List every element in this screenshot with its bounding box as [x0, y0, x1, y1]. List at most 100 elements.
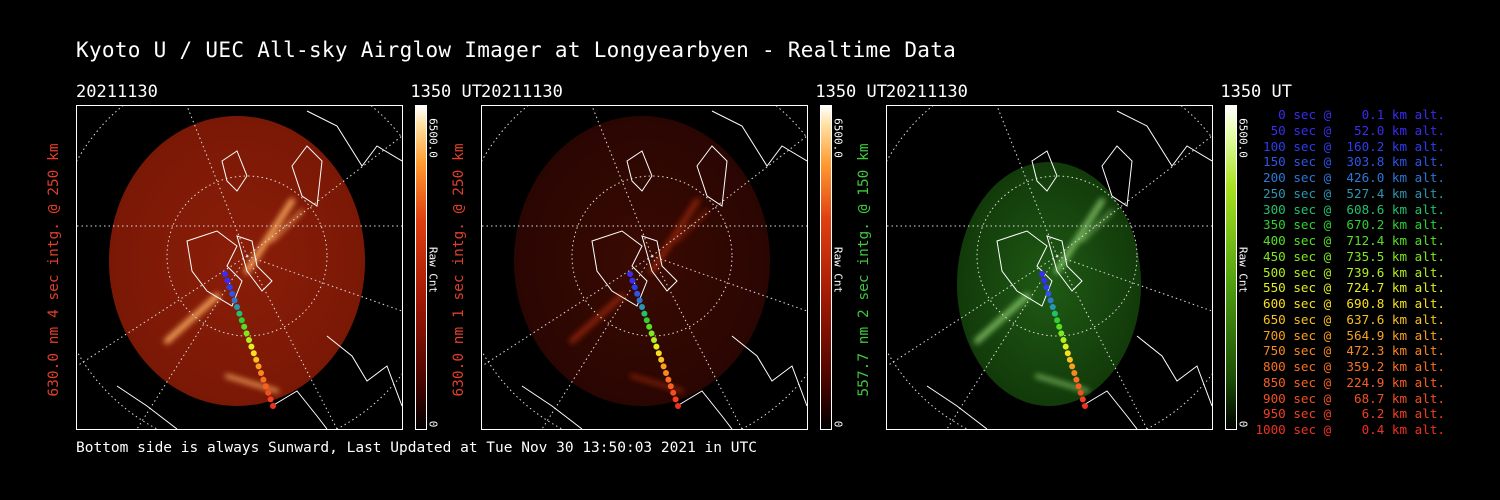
- legend-entry: 450 sec @ 735.5 km alt.: [1255, 248, 1445, 264]
- trajectory-point: [222, 271, 228, 277]
- trajectory-point: [1079, 396, 1086, 403]
- coastlines: [926, 110, 1212, 429]
- trajectory-point: [1071, 370, 1078, 376]
- trajectory-point: [1060, 337, 1067, 343]
- trajectory-point: [236, 310, 243, 317]
- trajectory-point: [265, 389, 272, 396]
- trajectory-point: [234, 304, 240, 310]
- grid-lines: [77, 106, 402, 429]
- trajectory-point: [1073, 376, 1080, 383]
- trajectory-point: [655, 350, 662, 357]
- legend-entry: 550 sec @ 724.7 km alt.: [1255, 280, 1445, 296]
- legend-entry: 200 sec @ 426.0 km alt.: [1255, 170, 1445, 185]
- trajectory-point: [231, 297, 238, 304]
- legend-entry: 850 sec @ 224.9 km alt.: [1255, 374, 1445, 390]
- legend-entry: 950 sec @ 6.2 km alt.: [1255, 406, 1445, 422]
- rocket-trajectory: [222, 271, 276, 409]
- trajectory-point: [238, 317, 245, 324]
- trajectory-point: [248, 343, 255, 350]
- legend-entry: 300 sec @ 608.6 km alt.: [1255, 201, 1445, 217]
- trajectory-point: [653, 343, 660, 350]
- trajectory-point: [1077, 389, 1084, 396]
- legend-entry: 400 sec @ 712.4 km alt.: [1255, 233, 1445, 248]
- trajectory-point: [667, 383, 674, 390]
- trajectory-legend: 0 sec @ 0.1 km alt. 50 sec @ 52.0 km alt…: [1255, 107, 1445, 438]
- trajectory-point: [641, 310, 648, 317]
- trajectory-point: [663, 370, 669, 376]
- trajectory-point: [226, 284, 233, 291]
- trajectory-point: [1054, 317, 1061, 324]
- trajectory-point: [241, 323, 248, 330]
- trajectory-point: [665, 376, 672, 383]
- trajectory-point: [250, 350, 257, 357]
- allsky-image[interactable]: [886, 105, 1213, 430]
- trajectory-point: [658, 356, 665, 363]
- trajectory-point: [1075, 383, 1082, 390]
- grid-lines: [887, 106, 1212, 429]
- trajectory-point: [1062, 343, 1069, 350]
- colorbar: [415, 105, 427, 430]
- trajectory-point: [243, 330, 250, 337]
- legend-entry: 100 sec @ 160.2 km alt.: [1255, 138, 1445, 154]
- legend-entry: 0 sec @ 0.1 km alt.: [1255, 107, 1445, 122]
- grid-lines: [482, 106, 807, 429]
- update-footer: Bottom side is always Sunward, Last Upda…: [76, 440, 757, 456]
- legend-entry: 350 sec @ 670.2 km alt.: [1255, 217, 1445, 233]
- legend-entry: 900 sec @ 68.7 km alt.: [1255, 390, 1445, 406]
- legend-entry: 700 sec @ 564.9 km alt.: [1255, 327, 1445, 343]
- colorbar: [1225, 105, 1237, 430]
- panel-date: 20211130: [76, 82, 158, 102]
- trajectory-point: [1056, 323, 1063, 330]
- trajectory-point: [267, 396, 274, 403]
- trajectory-point: [1047, 297, 1054, 304]
- legend-entry: 800 sec @ 359.2 km alt.: [1255, 359, 1445, 374]
- trajectory-point: [1064, 350, 1071, 357]
- allsky-image[interactable]: [481, 105, 808, 430]
- trajectory-point: [672, 396, 679, 403]
- trajectory-point: [636, 297, 643, 304]
- imager-panel-3: 20211130 1350 UT 557.7 nm 2 sec intg. @ …: [856, 80, 1306, 430]
- imager-panel-2: 20211130 1350 UT 630.0 nm 1 sec intg. @ …: [451, 80, 901, 430]
- allsky-image[interactable]: [76, 105, 403, 430]
- legend-entry: 50 sec @ 52.0 km alt.: [1255, 122, 1445, 138]
- legend-entry: 600 sec @ 690.8 km alt.: [1255, 296, 1445, 311]
- trajectory-point: [255, 363, 262, 370]
- trajectory-point: [631, 284, 638, 291]
- trajectory-point: [629, 277, 636, 284]
- trajectory-point: [634, 290, 641, 297]
- coastlines: [521, 110, 807, 429]
- trajectory-point: [627, 271, 633, 277]
- trajectory-point: [1066, 356, 1073, 363]
- trajectory-point: [1043, 284, 1050, 291]
- trajectory-point: [643, 317, 650, 324]
- trajectory-point: [1045, 290, 1052, 297]
- trajectory-point: [1041, 277, 1048, 284]
- sky-disk: [957, 162, 1141, 406]
- imager-panel-1: 20211130 1350 UT 630.0 nm 4 sec intg. @ …: [46, 80, 496, 430]
- colorbar: [820, 105, 832, 430]
- trajectory-point: [258, 370, 264, 376]
- panel-time: 1350 UT: [815, 82, 887, 102]
- trajectory-point: [1049, 304, 1056, 310]
- trajectory-point: [670, 389, 677, 396]
- trajectory-point: [229, 290, 236, 297]
- trajectory-point: [224, 277, 231, 284]
- trajectory-point: [1069, 363, 1076, 370]
- trajectory-point: [1058, 330, 1065, 337]
- legend-entry: 650 sec @ 637.6 km alt.: [1255, 311, 1445, 327]
- trajectory-point: [651, 337, 657, 343]
- trajectory-point: [646, 323, 653, 330]
- trajectory-point: [1039, 271, 1045, 277]
- legend-entry: 1000 sec @ 0.4 km alt.: [1255, 422, 1445, 437]
- rocket-trajectory: [627, 271, 681, 409]
- legend-entry: 500 sec @ 739.6 km alt.: [1255, 264, 1445, 280]
- panel-time: 1350 UT: [410, 82, 482, 102]
- legend-entry: 750 sec @ 472.3 km alt.: [1255, 343, 1445, 359]
- trajectory-point: [648, 330, 655, 337]
- page-title: Kyoto U / UEC All-sky Airglow Imager at …: [76, 38, 957, 62]
- trajectory-point: [246, 337, 252, 343]
- trajectory-point: [660, 363, 667, 370]
- trajectory-point: [1082, 403, 1088, 409]
- trajectory-point: [675, 403, 681, 409]
- trajectory-point: [262, 383, 269, 390]
